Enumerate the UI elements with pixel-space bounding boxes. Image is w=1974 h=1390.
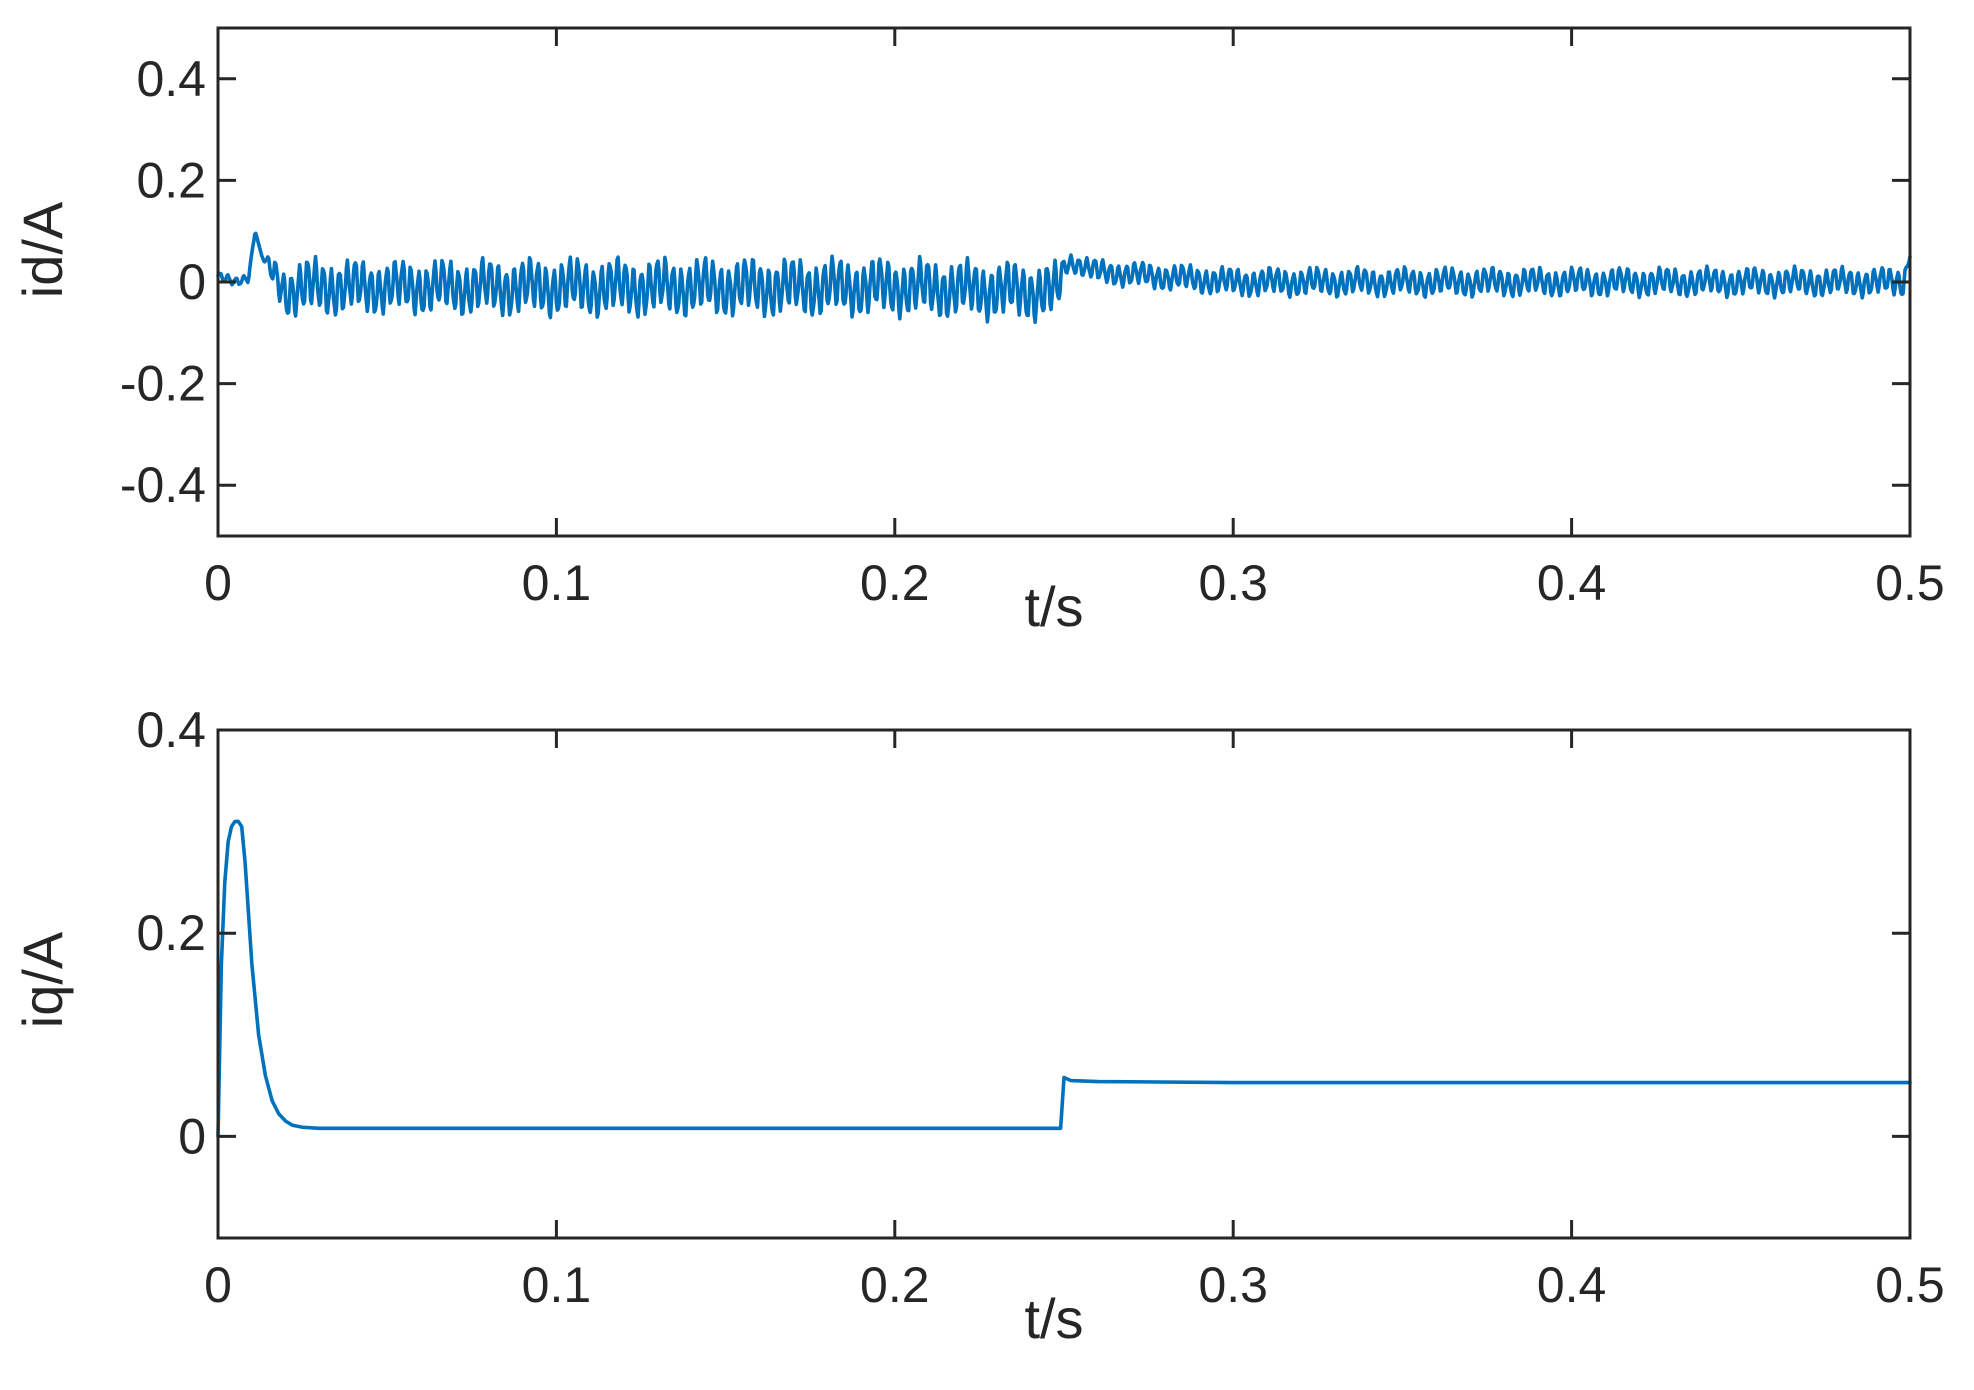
- x-tick-label: 0.1: [522, 1257, 592, 1313]
- axes-frame: [216, 728, 1912, 1240]
- x-tick-label: 0.2: [860, 555, 930, 611]
- iq-panel: 0 0.1 0.2 0.3 0.4 0.5 0 0.2 0.4 t/s iq/A: [11, 702, 1945, 1350]
- x-tick-label: 0.5: [1875, 555, 1945, 611]
- x-tick-label: 0.3: [1198, 555, 1268, 611]
- y-axis-title: id/A: [11, 201, 74, 298]
- x-tick-label: 0.4: [1537, 1257, 1607, 1313]
- series-line-0-0: [216, 231, 1912, 325]
- series-line-1-0: [216, 819, 1912, 1139]
- y-tick-label: 0.4: [136, 702, 206, 758]
- y-tick-label: 0: [178, 1108, 206, 1164]
- x-tick-label: 0: [204, 1257, 232, 1313]
- x-tick-label: 0.2: [860, 1257, 930, 1313]
- id-panel: 0 0.1 0.2 0.3 0.4 0.5 -0.4 -0.2 0 0.2 0.4 t/s id/A: [11, 26, 1945, 638]
- y-tick-label: 0.2: [136, 152, 206, 208]
- x-tick-label: 0.1: [522, 555, 592, 611]
- y-tick-label: 0.2: [136, 905, 206, 961]
- x-axis-title: t/s: [1024, 1287, 1083, 1350]
- x-axis-title: t/s: [1024, 575, 1083, 638]
- y-axis-title: iq/A: [11, 931, 74, 1028]
- x-tick-label: 0: [204, 555, 232, 611]
- y-tick-label: -0.4: [120, 457, 206, 513]
- y-tick-label: 0: [178, 254, 206, 310]
- y-tick-label: 0.4: [136, 51, 206, 107]
- y-tick-label: -0.2: [120, 356, 206, 412]
- x-tick-label: 0.5: [1875, 1257, 1945, 1313]
- x-tick-label: 0.3: [1198, 1257, 1268, 1313]
- x-tick-label: 0.4: [1537, 555, 1607, 611]
